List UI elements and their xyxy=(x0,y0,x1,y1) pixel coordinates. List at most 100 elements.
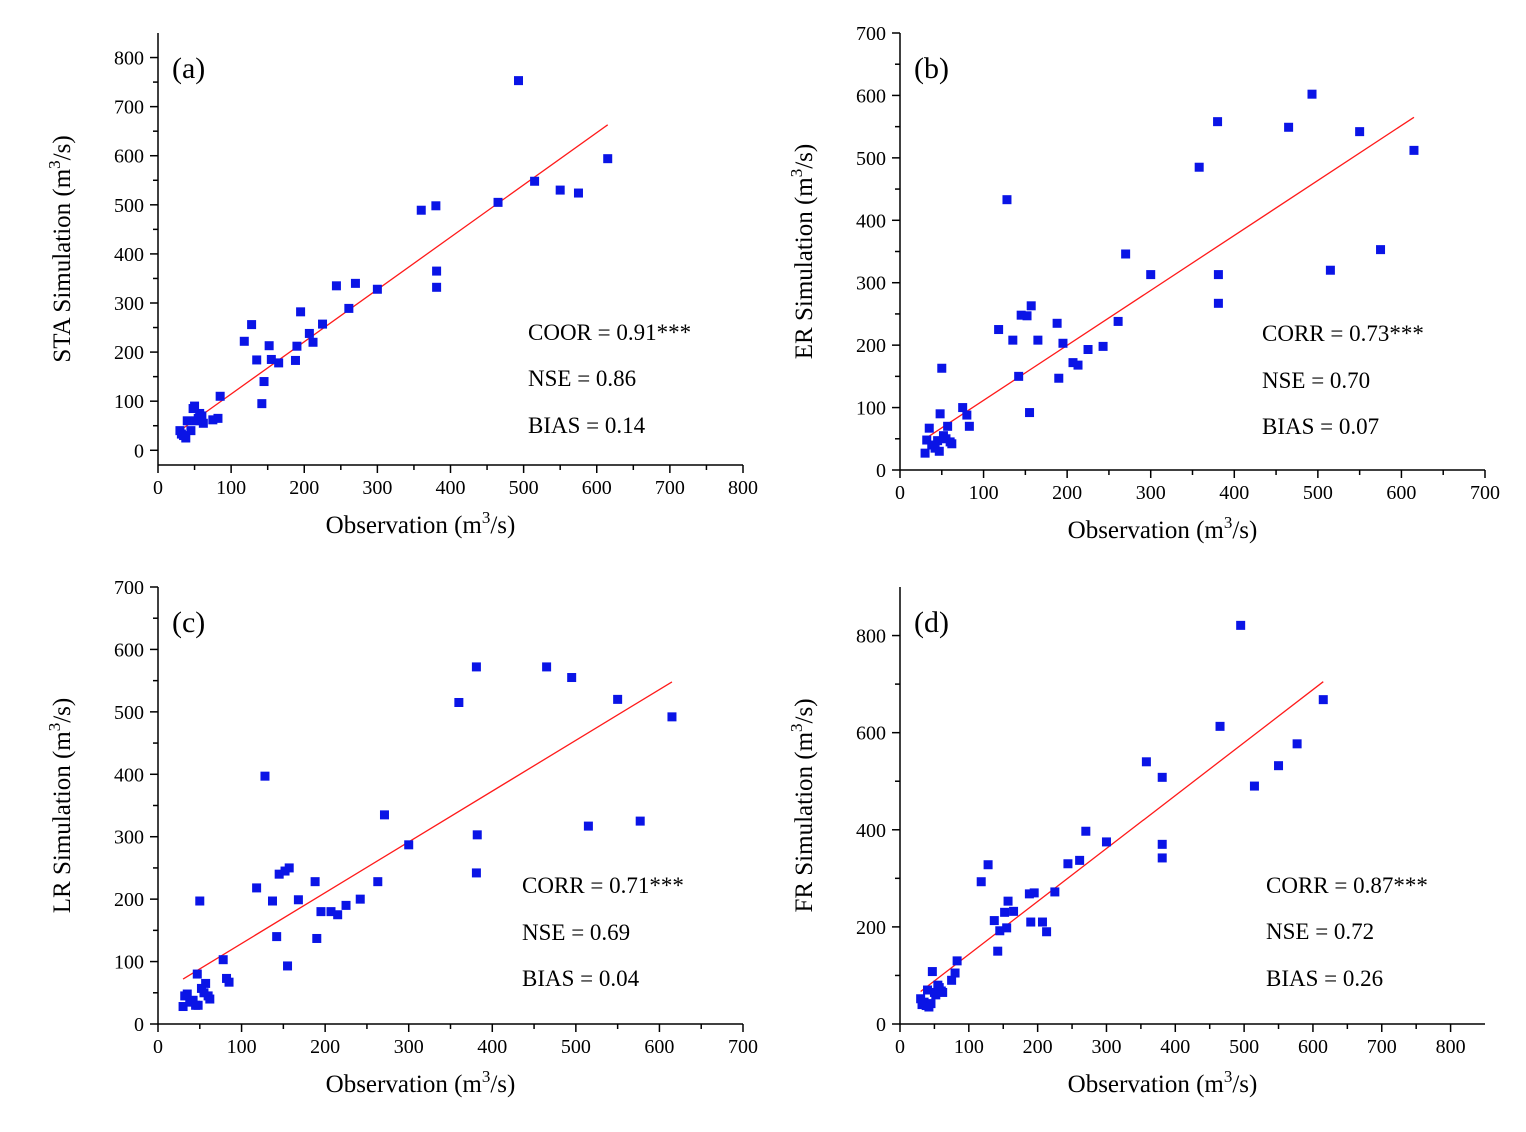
panel-label: (c) xyxy=(172,606,205,639)
y-axis-label: ER Simulation (m3/s) xyxy=(787,144,818,359)
data-point xyxy=(186,426,196,436)
x-tick-label: 0 xyxy=(153,1036,163,1058)
data-point xyxy=(926,999,936,1009)
data-point xyxy=(1068,358,1078,368)
x-tick-label: 300 xyxy=(1136,482,1166,504)
y-tick-label: 600 xyxy=(114,639,144,661)
panel-d: 0 100 200 300 400 500 600 700 800 0 200 400 600 800 Ob… xyxy=(787,587,1485,1098)
data-point xyxy=(924,423,934,433)
x-tick-label: 200 xyxy=(1052,482,1082,504)
data-point xyxy=(318,319,328,329)
data-point xyxy=(1213,270,1223,280)
data-point xyxy=(983,860,993,870)
y-tick-label: 0 xyxy=(134,1014,144,1036)
data-point xyxy=(542,662,552,672)
data-point xyxy=(1075,855,1085,865)
data-point xyxy=(215,391,225,401)
y-tick-label: 600 xyxy=(114,146,144,168)
data-point xyxy=(1063,859,1073,869)
data-point xyxy=(530,176,540,186)
x-tick-label: 100 xyxy=(216,477,246,499)
x-tick-label: 100 xyxy=(227,1036,257,1058)
y-tick-label: 700 xyxy=(114,577,144,599)
x-axis-label: Observation (m3/s) xyxy=(1068,1067,1258,1098)
data-point xyxy=(667,712,677,722)
data-point xyxy=(958,403,968,413)
x-tick-label: 700 xyxy=(1367,1036,1397,1058)
stat-text: NSE = 0.86 xyxy=(528,366,636,391)
panel-label: (b) xyxy=(914,52,949,85)
data-point xyxy=(431,201,441,211)
data-point xyxy=(1083,345,1093,355)
data-point xyxy=(182,989,192,999)
x-tick-label: 400 xyxy=(477,1036,507,1058)
y-axis-label: STA Simulation (m3/s) xyxy=(45,135,76,362)
data-point xyxy=(1026,301,1036,311)
data-point xyxy=(1016,310,1026,320)
data-point xyxy=(938,987,948,997)
data-point xyxy=(1249,781,1259,791)
data-point xyxy=(292,341,302,351)
stat-text: NSE = 0.69 xyxy=(522,920,630,945)
data-point xyxy=(1052,318,1062,328)
data-point xyxy=(316,907,326,917)
data-point xyxy=(1307,89,1317,99)
data-point xyxy=(1008,335,1018,345)
data-point xyxy=(274,869,284,879)
y-tick-label: 0 xyxy=(134,440,144,462)
data-point xyxy=(218,955,228,965)
x-axis-label: Observation (m3/s) xyxy=(1068,513,1258,544)
data-point xyxy=(267,896,277,906)
x-tick-label: 500 xyxy=(509,477,539,499)
data-point xyxy=(181,433,191,443)
stat-text: NSE = 0.70 xyxy=(1262,368,1370,393)
data-point xyxy=(567,673,577,683)
x-tick-label: 0 xyxy=(895,1036,905,1058)
x-tick-label: 400 xyxy=(1160,1036,1190,1058)
data-point xyxy=(1026,917,1036,927)
y-tick-label: 800 xyxy=(856,626,886,648)
data-point xyxy=(493,197,503,207)
data-point xyxy=(208,415,218,425)
data-point xyxy=(252,355,262,365)
data-point xyxy=(1073,360,1083,370)
data-point xyxy=(372,284,382,294)
data-point xyxy=(962,410,972,420)
data-point xyxy=(933,436,943,446)
x-axis-label: Observation (m3/s) xyxy=(326,1067,516,1098)
x-tick-label: 100 xyxy=(969,482,999,504)
data-point xyxy=(1194,162,1204,172)
regression-line xyxy=(182,681,673,980)
y-axis-label: LR Simulation (m3/s) xyxy=(45,698,76,913)
x-tick-label: 600 xyxy=(1386,482,1416,504)
data-point xyxy=(201,978,211,988)
data-point xyxy=(976,877,986,887)
panel-a: 0 100 200 300 400 500 600 700 800 0 100 200 300 400 50… xyxy=(45,33,758,539)
data-point xyxy=(1054,373,1064,383)
stat-text: BIAS = 0.07 xyxy=(1262,414,1379,439)
data-point xyxy=(1157,839,1167,849)
data-point xyxy=(573,188,583,198)
data-point xyxy=(1215,721,1225,731)
x-tick-label: 700 xyxy=(1470,482,1500,504)
x-tick-label: 600 xyxy=(582,477,612,499)
data-point xyxy=(922,435,932,445)
stat-text: BIAS = 0.14 xyxy=(528,413,646,438)
data-point xyxy=(923,985,933,995)
data-point xyxy=(927,967,937,977)
regression-line xyxy=(920,681,1324,992)
data-point xyxy=(583,821,593,831)
data-point xyxy=(350,278,360,288)
data-point xyxy=(989,916,999,926)
stat-text: COOR = 0.91*** xyxy=(528,320,691,345)
data-point xyxy=(1292,739,1302,749)
data-point xyxy=(472,830,482,840)
y-tick-label: 0 xyxy=(876,1014,886,1036)
data-point xyxy=(950,968,960,978)
data-point xyxy=(257,399,267,409)
y-tick-label: 500 xyxy=(114,195,144,217)
data-point xyxy=(993,946,1003,956)
x-tick-label: 300 xyxy=(394,1036,424,1058)
x-tick-label: 300 xyxy=(1091,1036,1121,1058)
stat-text: NSE = 0.72 xyxy=(1266,919,1374,944)
